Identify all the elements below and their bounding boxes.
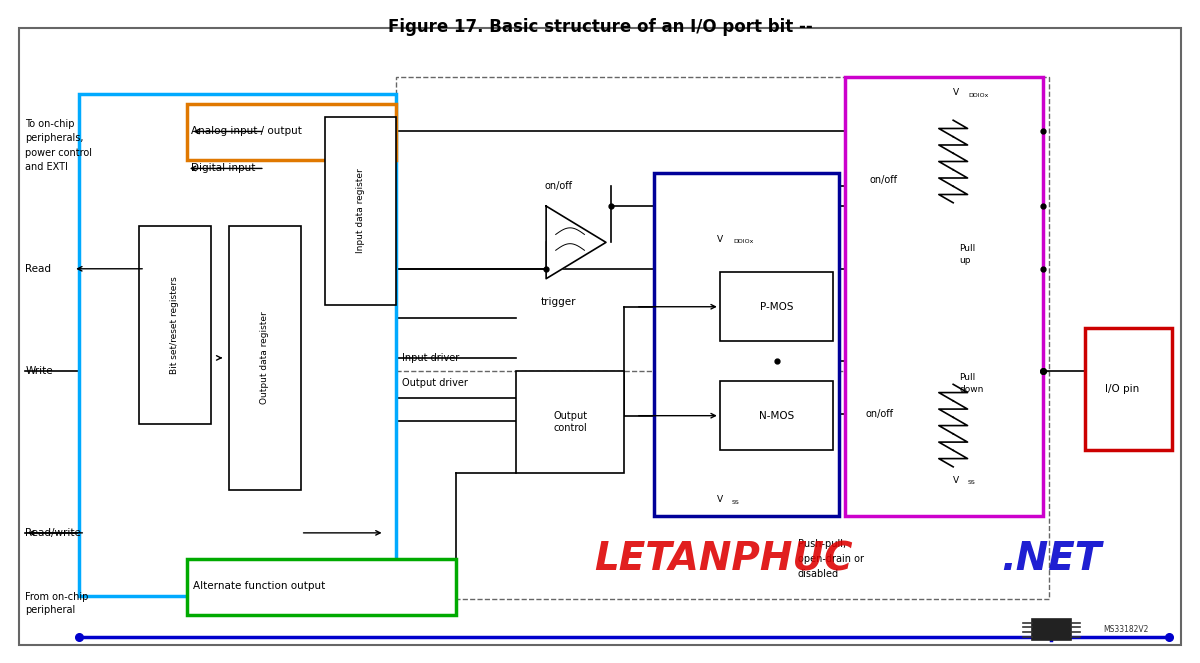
Text: V: V — [953, 475, 959, 485]
Text: up: up — [959, 257, 971, 265]
Text: LETANPHUC: LETANPHUC — [594, 540, 852, 578]
Text: V: V — [718, 235, 724, 243]
Text: N-MOS: N-MOS — [758, 410, 794, 421]
Text: SS: SS — [732, 500, 739, 505]
Text: trigger: trigger — [540, 297, 576, 307]
Text: V: V — [718, 495, 724, 505]
Text: on/off: on/off — [865, 409, 894, 419]
Bar — [187, 560, 456, 615]
Bar — [1085, 328, 1172, 450]
Text: .NET: .NET — [1001, 540, 1102, 578]
Text: Input driver: Input driver — [402, 353, 460, 363]
Text: and EXTI: and EXTI — [25, 162, 68, 172]
Text: Output data register: Output data register — [260, 312, 269, 404]
Text: open-drain or: open-drain or — [798, 554, 864, 564]
Text: Analog input / output: Analog input / output — [191, 127, 301, 137]
Bar — [187, 103, 396, 160]
Bar — [516, 371, 624, 473]
Text: Figure 17. Basic structure of an I/O port bit --: Figure 17. Basic structure of an I/O por… — [388, 18, 812, 36]
Text: Read: Read — [25, 264, 52, 274]
Text: SS: SS — [967, 480, 976, 485]
Bar — [229, 226, 301, 490]
Text: DDIOx: DDIOx — [733, 239, 754, 244]
Bar — [720, 272, 834, 341]
Text: disabled: disabled — [798, 569, 839, 579]
Text: Output
control: Output control — [553, 412, 587, 433]
Text: DDIOx: DDIOx — [968, 93, 989, 97]
Bar — [654, 173, 840, 516]
Bar — [79, 94, 396, 595]
Text: Push-pull,: Push-pull, — [798, 539, 846, 549]
Text: V: V — [953, 88, 959, 97]
Text: Input data register: Input data register — [356, 168, 365, 253]
Text: power control: power control — [25, 148, 92, 158]
Text: on/off: on/off — [869, 174, 898, 185]
Text: Output driver: Output driver — [402, 378, 468, 388]
Text: MS33182V2: MS33182V2 — [1103, 625, 1148, 634]
Text: peripheral: peripheral — [25, 605, 76, 615]
Bar — [325, 117, 396, 305]
Text: on/off: on/off — [544, 181, 572, 191]
Text: Pull: Pull — [959, 245, 976, 253]
Bar — [1032, 619, 1070, 640]
Text: To on-chip: To on-chip — [25, 119, 74, 129]
Text: I/O pin: I/O pin — [1105, 384, 1139, 394]
Bar — [720, 381, 834, 450]
Bar — [396, 78, 1049, 599]
Bar — [846, 78, 1043, 516]
Text: Read/write: Read/write — [25, 528, 82, 538]
Text: peripherals,: peripherals, — [25, 133, 84, 143]
Text: down: down — [959, 385, 984, 394]
Text: P-MOS: P-MOS — [760, 302, 793, 312]
Text: Write: Write — [25, 366, 53, 376]
Text: From on-chip: From on-chip — [25, 592, 89, 602]
Text: Digital input: Digital input — [191, 163, 254, 174]
Bar — [139, 226, 211, 424]
Text: Bit set/reset registers: Bit set/reset registers — [170, 276, 180, 374]
Text: Pull: Pull — [959, 373, 976, 382]
Polygon shape — [546, 206, 606, 278]
Text: Alternate function output: Alternate function output — [193, 581, 325, 591]
